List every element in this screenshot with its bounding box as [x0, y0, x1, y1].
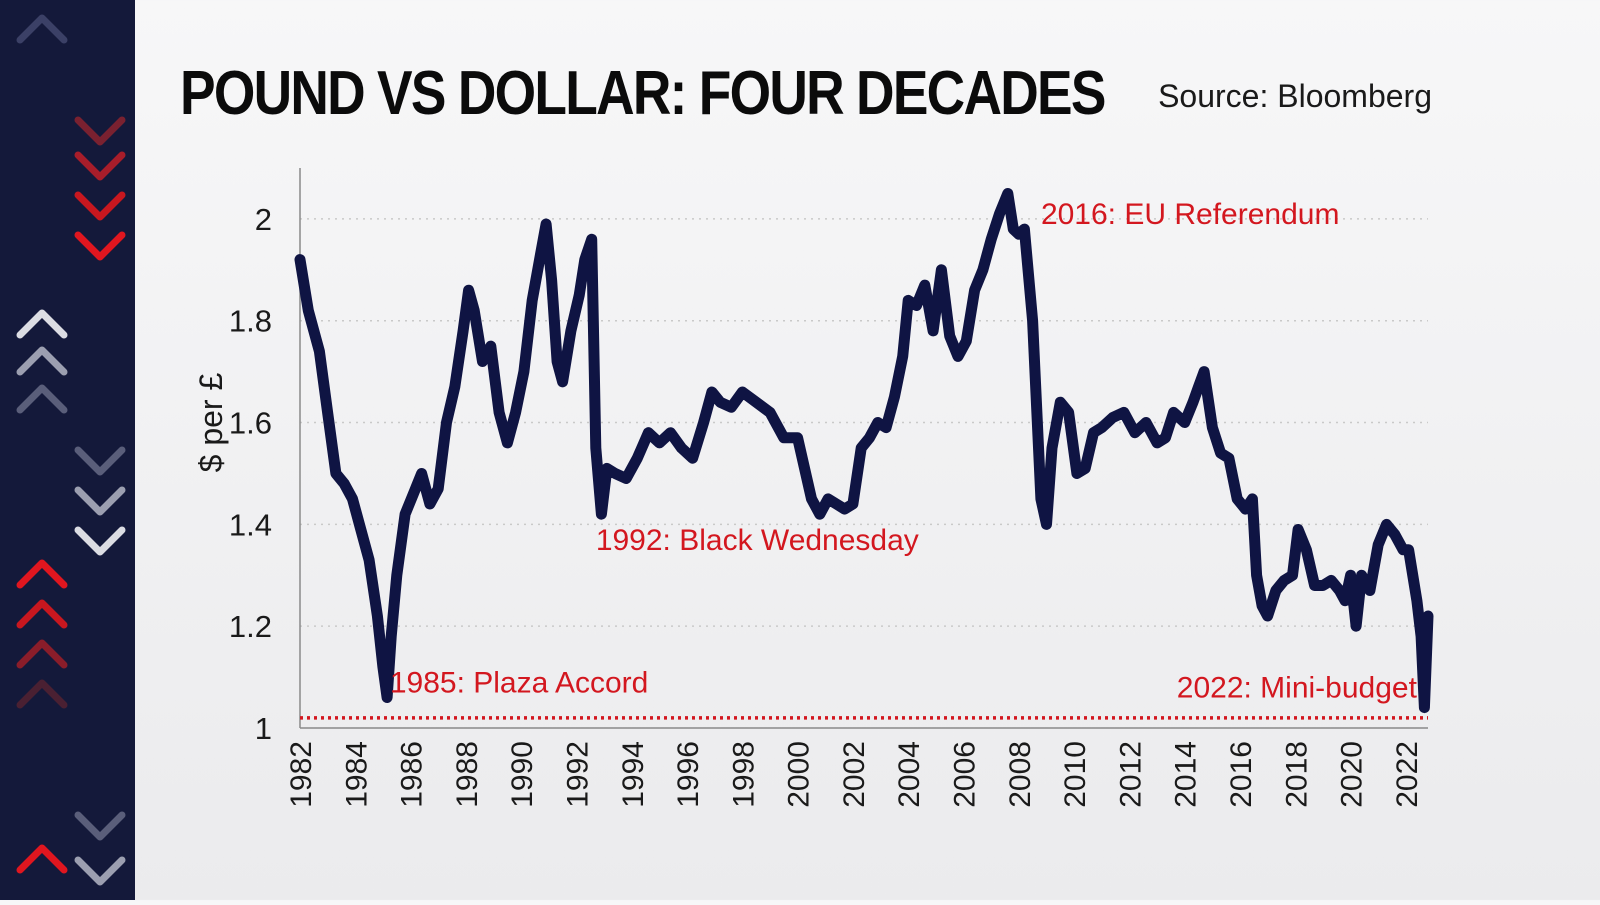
- x-tick-label: 2022: [1391, 741, 1424, 808]
- x-tick-label: 2004: [893, 741, 926, 808]
- x-tick-label: 2020: [1336, 741, 1369, 808]
- y-tick-label: 1: [255, 711, 272, 746]
- y-tick-label: 1.6: [229, 406, 272, 441]
- y-tick-label: 1.2: [229, 609, 272, 644]
- annotation-label: 1985: Plaza Accord: [390, 666, 649, 699]
- x-tick-label: 1992: [561, 741, 594, 808]
- x-tick-label: 2018: [1280, 741, 1313, 808]
- annotation-label: 2016: EU Referendum: [1041, 198, 1340, 231]
- main-panel: POUND VS DOLLAR: FOUR DECADES Source: Bl…: [135, 0, 1600, 900]
- x-tick-label: 2016: [1225, 741, 1258, 808]
- chevron-pattern-icon: [16, 14, 126, 886]
- source-label: Source: Bloomberg: [1158, 78, 1432, 114]
- x-tick-label: 1988: [451, 741, 484, 808]
- x-tick-label: 2012: [1114, 741, 1147, 808]
- chart-title: POUND VS DOLLAR: FOUR DECADES: [180, 59, 1106, 128]
- x-tick-label: 2006: [949, 741, 982, 808]
- x-tick-label: 1990: [506, 741, 539, 808]
- x-tick-label: 2008: [1004, 741, 1037, 808]
- x-tick-label: 1996: [672, 741, 705, 808]
- y-tick-label: 1.4: [229, 507, 272, 542]
- x-tick-label: 1994: [617, 741, 650, 808]
- x-tick-label: 2002: [838, 741, 871, 808]
- x-tick-label: 2010: [1059, 741, 1092, 808]
- x-tick-label: 1984: [340, 741, 373, 808]
- annotation-label: 2022: Mini-budget: [1177, 671, 1418, 704]
- decorative-side-strip: [0, 0, 135, 900]
- x-tick-label: 1998: [727, 741, 760, 808]
- annotation-label: 1992: Black Wednesday: [596, 524, 919, 557]
- x-tick-label: 1986: [396, 741, 429, 808]
- y-tick-label: 1.8: [229, 304, 272, 339]
- x-tick-label: 1982: [285, 741, 318, 808]
- y-tick-label: 2: [255, 202, 272, 237]
- series-line: [294, 188, 1434, 714]
- x-tick-label: 2000: [783, 741, 816, 808]
- x-tick-label: 2014: [1170, 741, 1203, 808]
- y-axis-title: $ per £: [193, 373, 229, 473]
